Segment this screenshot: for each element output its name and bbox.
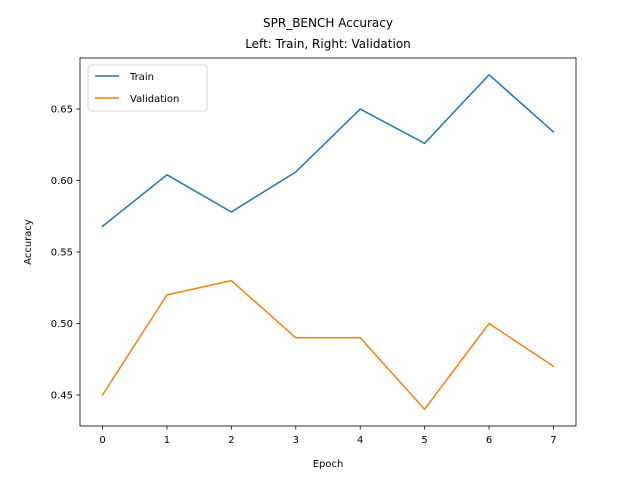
x-tick-label: 6 xyxy=(486,435,492,446)
x-tick-label: 7 xyxy=(550,435,556,446)
legend-label-validation: Validation xyxy=(130,94,179,105)
chart-subtitle: Left: Train, Right: Validation xyxy=(245,37,411,51)
y-tick-label: 0.55 xyxy=(51,248,73,259)
x-axis-label: Epoch xyxy=(313,459,344,470)
x-tick-label: 5 xyxy=(421,435,427,446)
legend-label-train: Train xyxy=(129,72,154,83)
legend: Train Validation xyxy=(88,65,207,111)
y-tick-label: 0.50 xyxy=(51,319,73,330)
y-tick-label: 0.60 xyxy=(51,176,73,187)
x-tick-label: 2 xyxy=(228,435,234,446)
x-tick-label: 3 xyxy=(293,435,299,446)
x-tick-label: 4 xyxy=(357,435,363,446)
chart-title: SPR_BENCH Accuracy xyxy=(263,16,393,30)
x-tick-label: 0 xyxy=(99,435,105,446)
y-tick-label: 0.65 xyxy=(51,105,73,116)
y-axis-label: Accuracy xyxy=(23,219,34,265)
x-tick-label: 1 xyxy=(164,435,170,446)
y-tick-label: 0.45 xyxy=(51,391,73,402)
